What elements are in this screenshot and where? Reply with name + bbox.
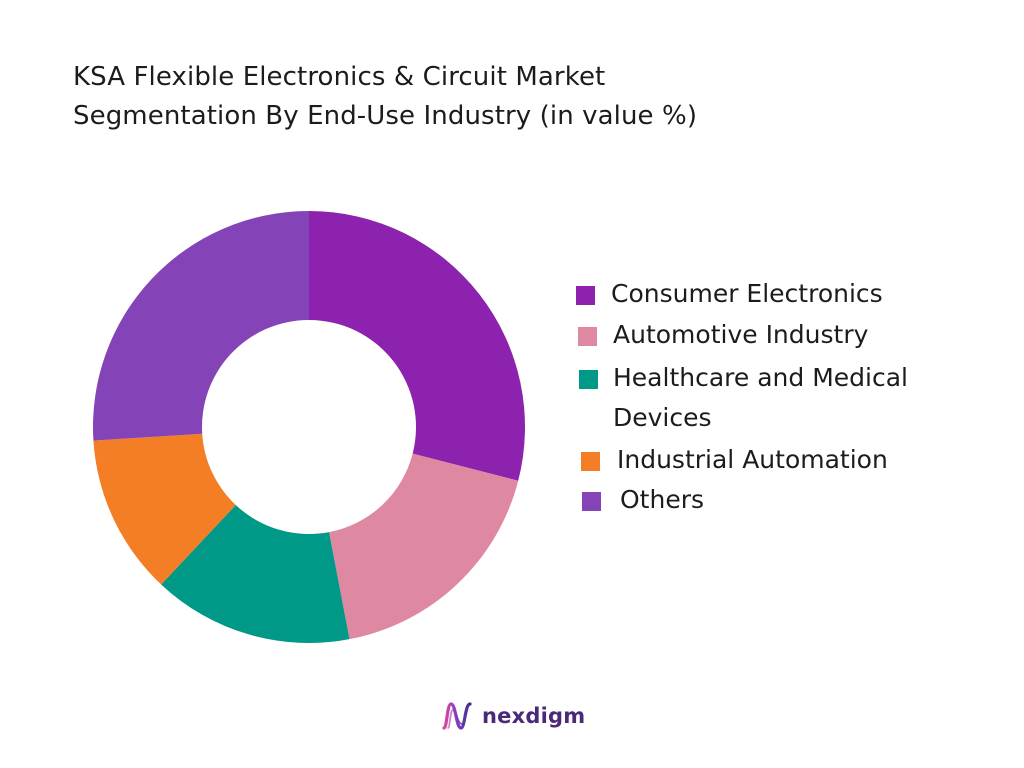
slice-industrial-automation xyxy=(93,433,236,585)
nexdigm-wave-icon xyxy=(442,702,472,730)
chart-title-line-1: KSA Flexible Electronics & Circuit Marke… xyxy=(73,62,606,92)
nexdigm-logo: nexdigm xyxy=(440,698,585,734)
slice-automotive-industry xyxy=(329,453,519,640)
chart-title: KSA Flexible Electronics & Circuit Marke… xyxy=(73,58,973,136)
slice-others xyxy=(93,211,309,441)
nexdigm-logo-text: nexdigm xyxy=(482,704,586,728)
slice-healthcare-medical-devices xyxy=(161,504,350,644)
slice-consumer-electronics xyxy=(309,211,525,481)
chart-title-line-2: Segmentation By End-Use Industry (in val… xyxy=(73,101,698,131)
